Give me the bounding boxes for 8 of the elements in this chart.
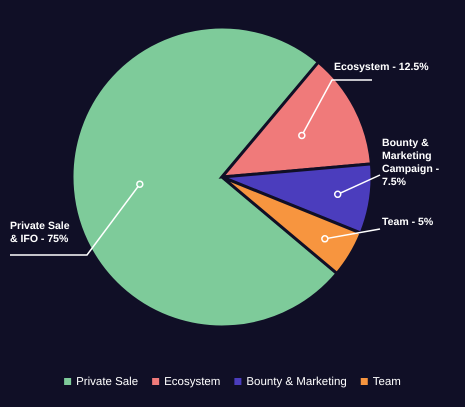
legend-label: Ecosystem [164,376,220,388]
text: Ecosystem - 12.5% [334,61,430,73]
text: Private Sale & IFO - 75% [10,220,70,245]
legend-label: Private Sale [76,376,138,388]
text: Bounty & Marketing Campaign - 7.5% [382,137,440,188]
legend-label: Bounty & Marketing [246,376,347,388]
text: Team - 5% [382,216,434,228]
legend-label: Team [372,376,401,388]
